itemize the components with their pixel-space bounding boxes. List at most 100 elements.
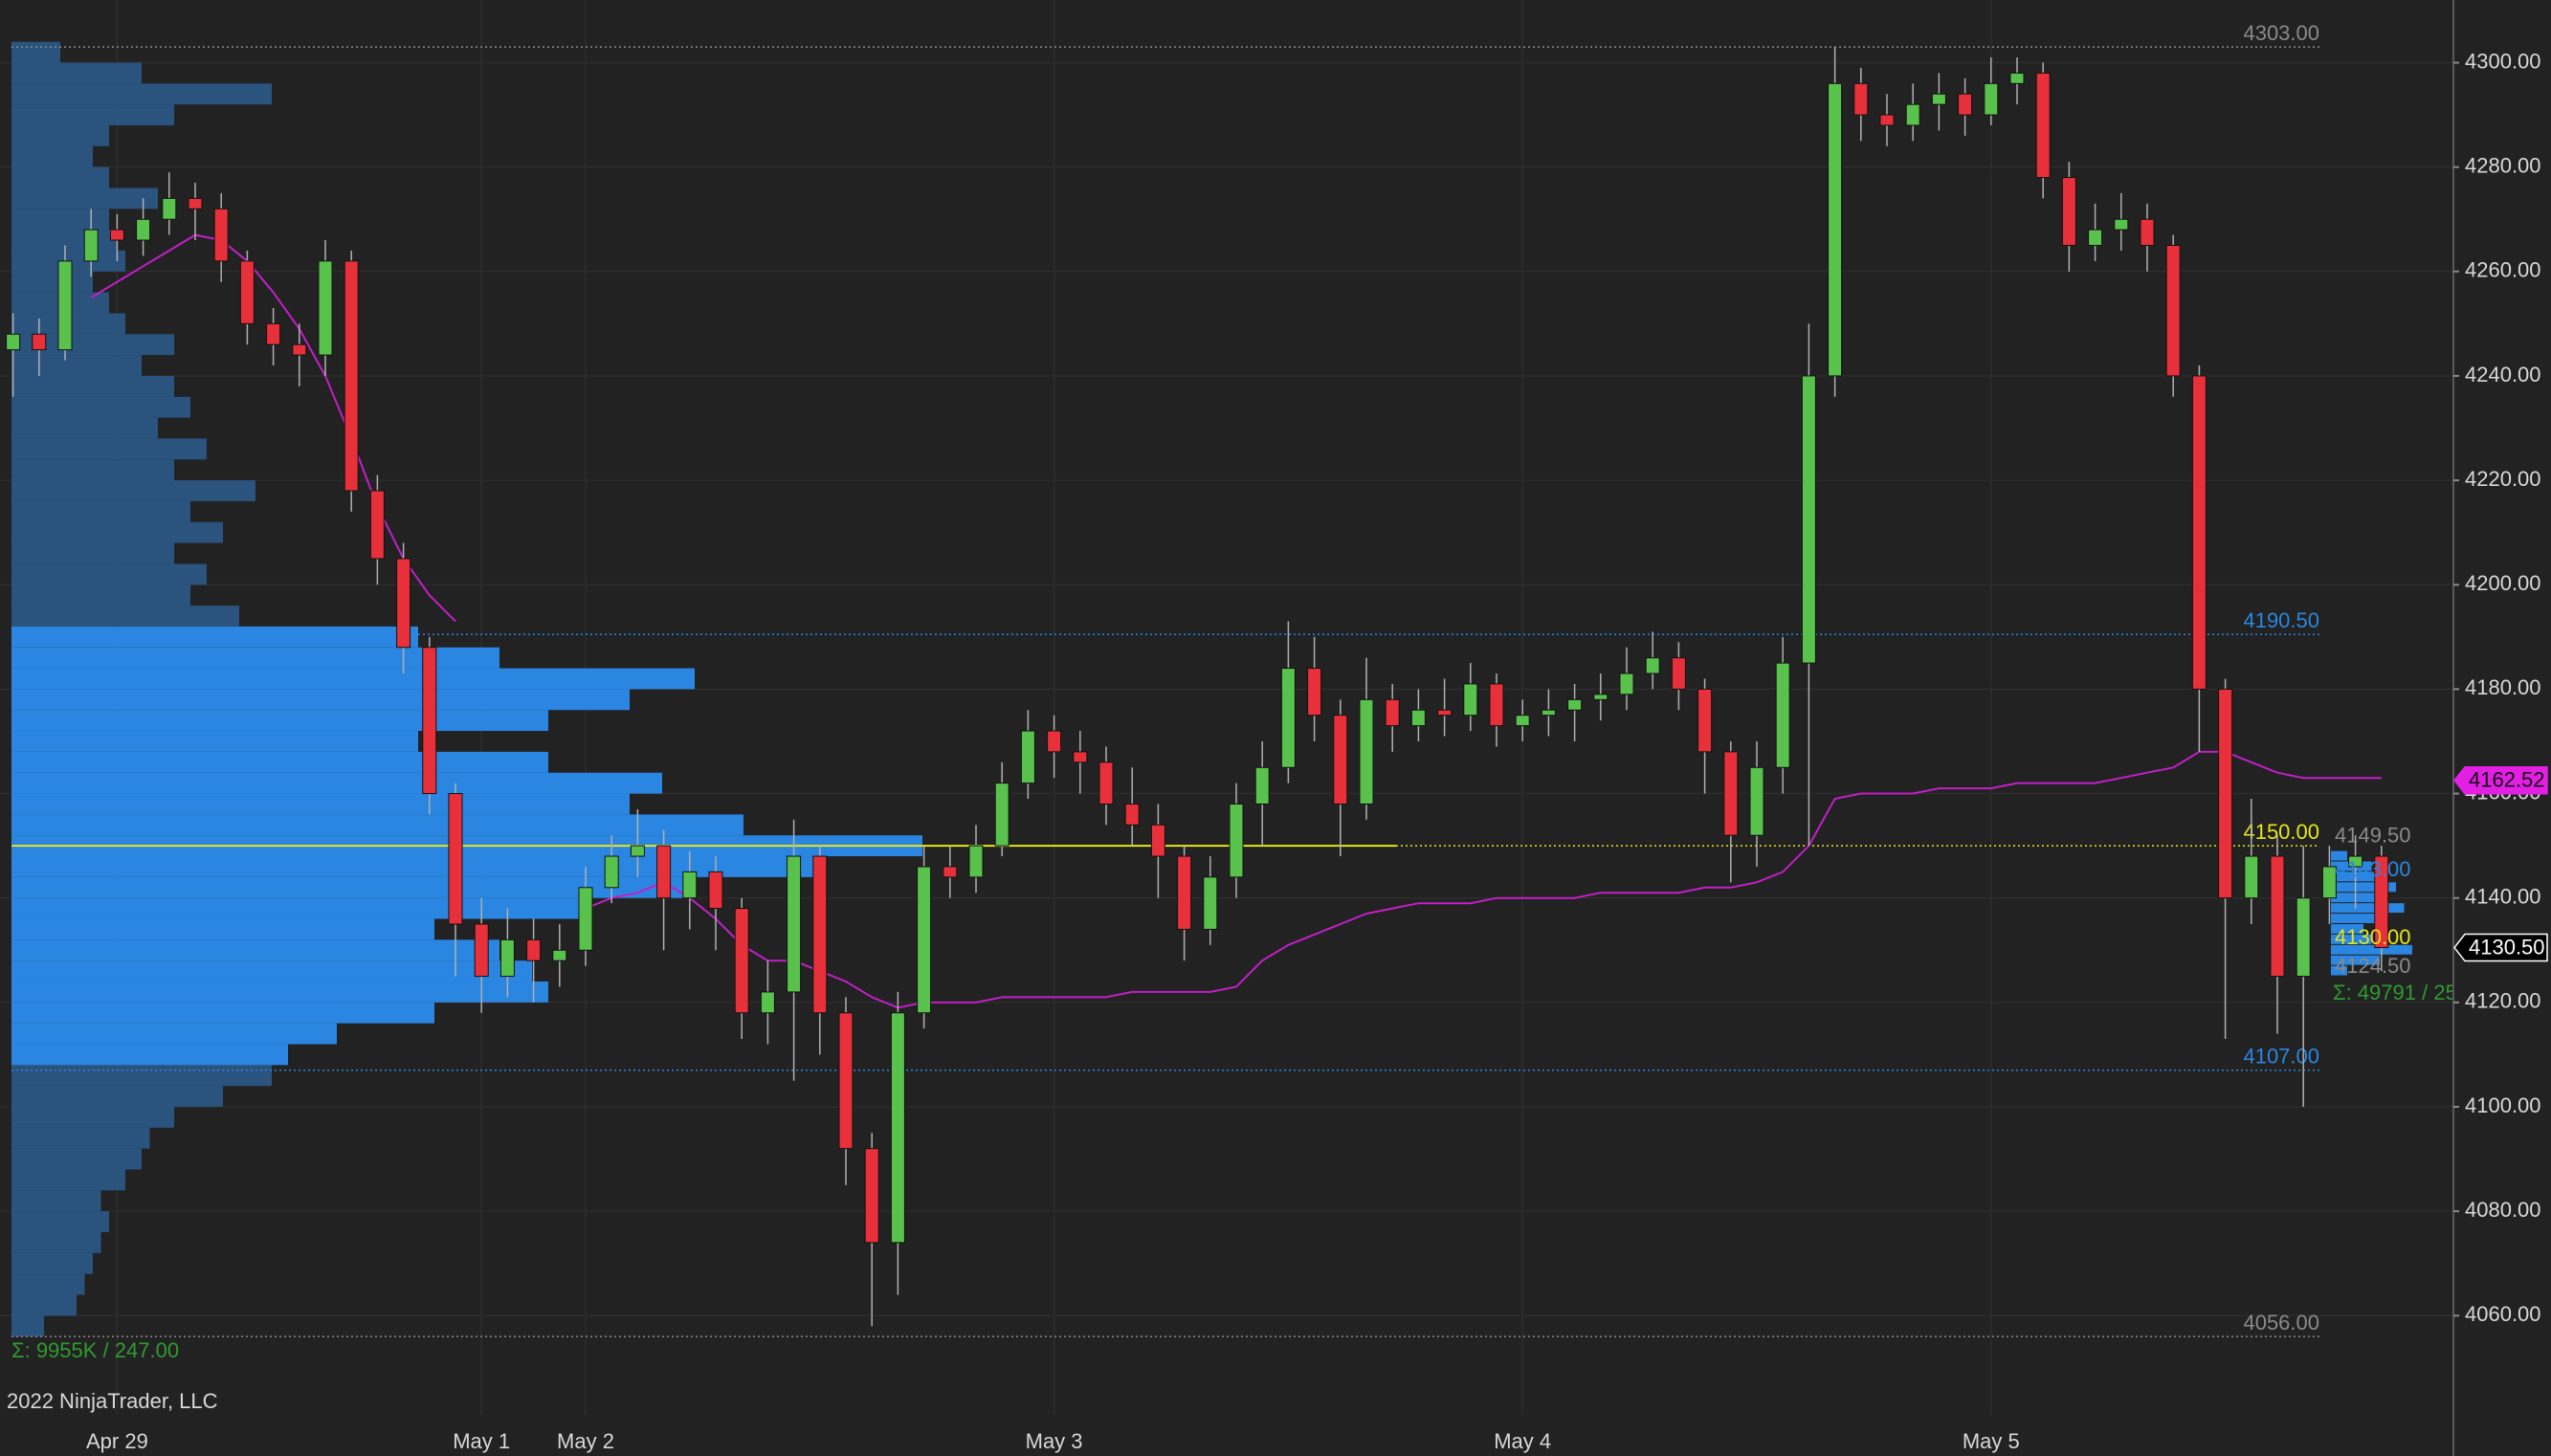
profile-bar [11, 772, 662, 794]
profile-bar [11, 793, 630, 815]
profile-bar [11, 668, 695, 690]
candle-body [499, 938, 515, 978]
profile-bar [11, 647, 499, 669]
candle-body [109, 229, 124, 241]
candle-body [1958, 93, 1973, 116]
candle-body [422, 647, 437, 795]
y-tick-label: 4220.00 [2465, 467, 2541, 491]
candle-body [760, 991, 775, 1014]
profile-bar [11, 459, 174, 481]
session-profile-bar [2331, 850, 2347, 861]
session-label: 4130.00 [2335, 925, 2411, 949]
x-tick-label: May 1 [453, 1429, 510, 1453]
profile-bar [11, 856, 825, 877]
candle-body [6, 333, 21, 351]
vwap-line [90, 233, 2382, 1009]
candle-body [1047, 730, 1062, 753]
candle-body [2321, 866, 2337, 899]
x-tick-label: Apr 29 [86, 1429, 148, 1453]
candle-body [1489, 683, 1504, 727]
candle-body [1593, 694, 1608, 700]
session-label: 4143.00 [2335, 857, 2411, 881]
y-tick-label: 4260.00 [2465, 258, 2541, 282]
x-tick-label: May 5 [1963, 1429, 2020, 1453]
profile-bar [11, 438, 207, 460]
candle-body [1905, 103, 1920, 126]
profile-bar [11, 731, 418, 752]
profile-bar [11, 1107, 174, 1128]
candle-body [1619, 673, 1634, 695]
profile-bar [11, 939, 499, 961]
session-profile-bar [2331, 944, 2412, 955]
candle-body [1775, 662, 1790, 768]
price-axis: 4060.004080.004100.004120.004140.004160.… [2453, 49, 2548, 1326]
candle-body [1567, 698, 1583, 711]
candle-body [812, 855, 828, 1014]
x-tick-label: May 3 [1026, 1429, 1083, 1453]
candle-body [2244, 855, 2259, 899]
profile-bar [11, 417, 158, 439]
candle-body [266, 322, 281, 345]
candle-body [1463, 683, 1478, 717]
candle-body [448, 793, 463, 925]
candle-body [344, 260, 359, 492]
candle-body [656, 845, 672, 899]
candle-body [1073, 751, 1088, 763]
profile-bar [11, 1231, 101, 1253]
candle-body [1515, 715, 1530, 727]
candle-body [1020, 730, 1035, 784]
level-label: 4150.00 [2243, 820, 2319, 844]
candle-body [292, 343, 307, 356]
candle-body [890, 1012, 905, 1244]
candle-body [1280, 668, 1296, 768]
price-marker-label: 4130.50 [2469, 935, 2545, 959]
session-total: Σ: 49791 / 25 [2333, 981, 2457, 1004]
profile-bar [11, 876, 695, 898]
candle-body [1984, 82, 1999, 116]
candle-body [1359, 698, 1374, 805]
profile-bar [11, 396, 190, 418]
candle-body [787, 855, 802, 993]
profile-bar [11, 41, 60, 63]
y-tick-label: 4200.00 [2465, 571, 2541, 595]
candle-body [2035, 72, 2051, 179]
x-tick-label: May 2 [557, 1429, 614, 1453]
candle-body [318, 260, 333, 356]
profile-bar [11, 918, 434, 940]
candle-body [213, 208, 229, 262]
profile-bar [11, 1002, 434, 1024]
candle-body [1229, 803, 1244, 878]
profile-bar [11, 689, 630, 711]
candle-body [1150, 824, 1165, 857]
y-tick-label: 4060.00 [2465, 1302, 2541, 1326]
profile-bar [11, 1065, 272, 1087]
candle-body [1749, 766, 1764, 836]
candle-body [1541, 709, 1556, 717]
candle-body [968, 845, 984, 878]
session-profile-bar [2331, 914, 2388, 923]
profile-bar [11, 355, 142, 376]
candle-body [578, 887, 593, 951]
candle-body [1177, 855, 1192, 930]
candle-body [2348, 855, 2363, 868]
session-profile-bar [2331, 882, 2396, 893]
profile-bar [11, 271, 93, 293]
price-marker [2453, 933, 2548, 962]
candle-body [552, 949, 567, 961]
candle-body [1410, 709, 1426, 727]
plot-area: 4303.00 4190.50 4150.00 4107.00 4056.00 4149.… [0, 0, 2457, 1415]
profile-bar [11, 145, 93, 167]
candle-body [943, 866, 958, 878]
candle-body [162, 197, 177, 220]
session-profile-bar [2331, 903, 2405, 914]
y-tick-label: 4240.00 [2465, 363, 2541, 386]
candle-body [188, 197, 203, 210]
profile-bar [11, 1211, 109, 1232]
candle-body [1333, 715, 1348, 805]
candle-body [1203, 876, 1218, 930]
candle-body [1254, 766, 1270, 805]
candle-body [864, 1148, 879, 1244]
candle-body [83, 229, 99, 262]
profile-bar [11, 1190, 101, 1212]
profile-bar [11, 814, 743, 836]
